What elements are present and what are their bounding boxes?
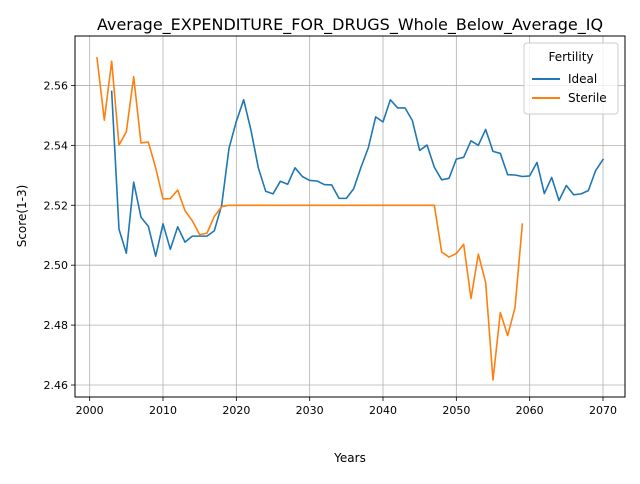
x-tick-label: 2070 [589, 404, 617, 417]
x-tick-label: 2010 [149, 404, 177, 417]
x-tick-label: 2060 [516, 404, 544, 417]
x-tick-label: 2000 [76, 404, 104, 417]
y-tick-label: 2.48 [44, 319, 69, 332]
x-tick-label: 2050 [442, 404, 470, 417]
x-tick-label: 2040 [369, 404, 397, 417]
y-tick-label: 2.46 [44, 379, 69, 392]
y-tick-label: 2.50 [44, 259, 69, 272]
y-tick-label: 2.56 [44, 79, 69, 92]
legend-label-sterile: Sterile [568, 91, 607, 105]
legend-box [523, 42, 619, 115]
y-tick-label: 2.52 [44, 199, 69, 212]
series-lines [96, 56, 605, 381]
legend: Fertility Ideal Sterile [523, 42, 619, 115]
x-tick-label: 2020 [222, 404, 250, 417]
chart-title: Average_EXPENDITURE_FOR_DRUGS_Whole_Belo… [97, 15, 603, 35]
x-axis-label: Years [333, 451, 366, 465]
plot-frame [74, 35, 626, 398]
axes: 2000 2010 2020 2030 2040 2050 2060 2070 2.46 2.48… [44, 79, 618, 417]
series-line-ideal [110, 90, 605, 258]
y-tick-label: 2.54 [44, 139, 69, 152]
x-tick-label: 2030 [296, 404, 324, 417]
series-line-sterile [96, 56, 524, 381]
legend-title: Fertility [548, 50, 593, 64]
legend-label-ideal: Ideal [568, 72, 597, 86]
y-axis-label: Score(1-3) [15, 185, 29, 248]
